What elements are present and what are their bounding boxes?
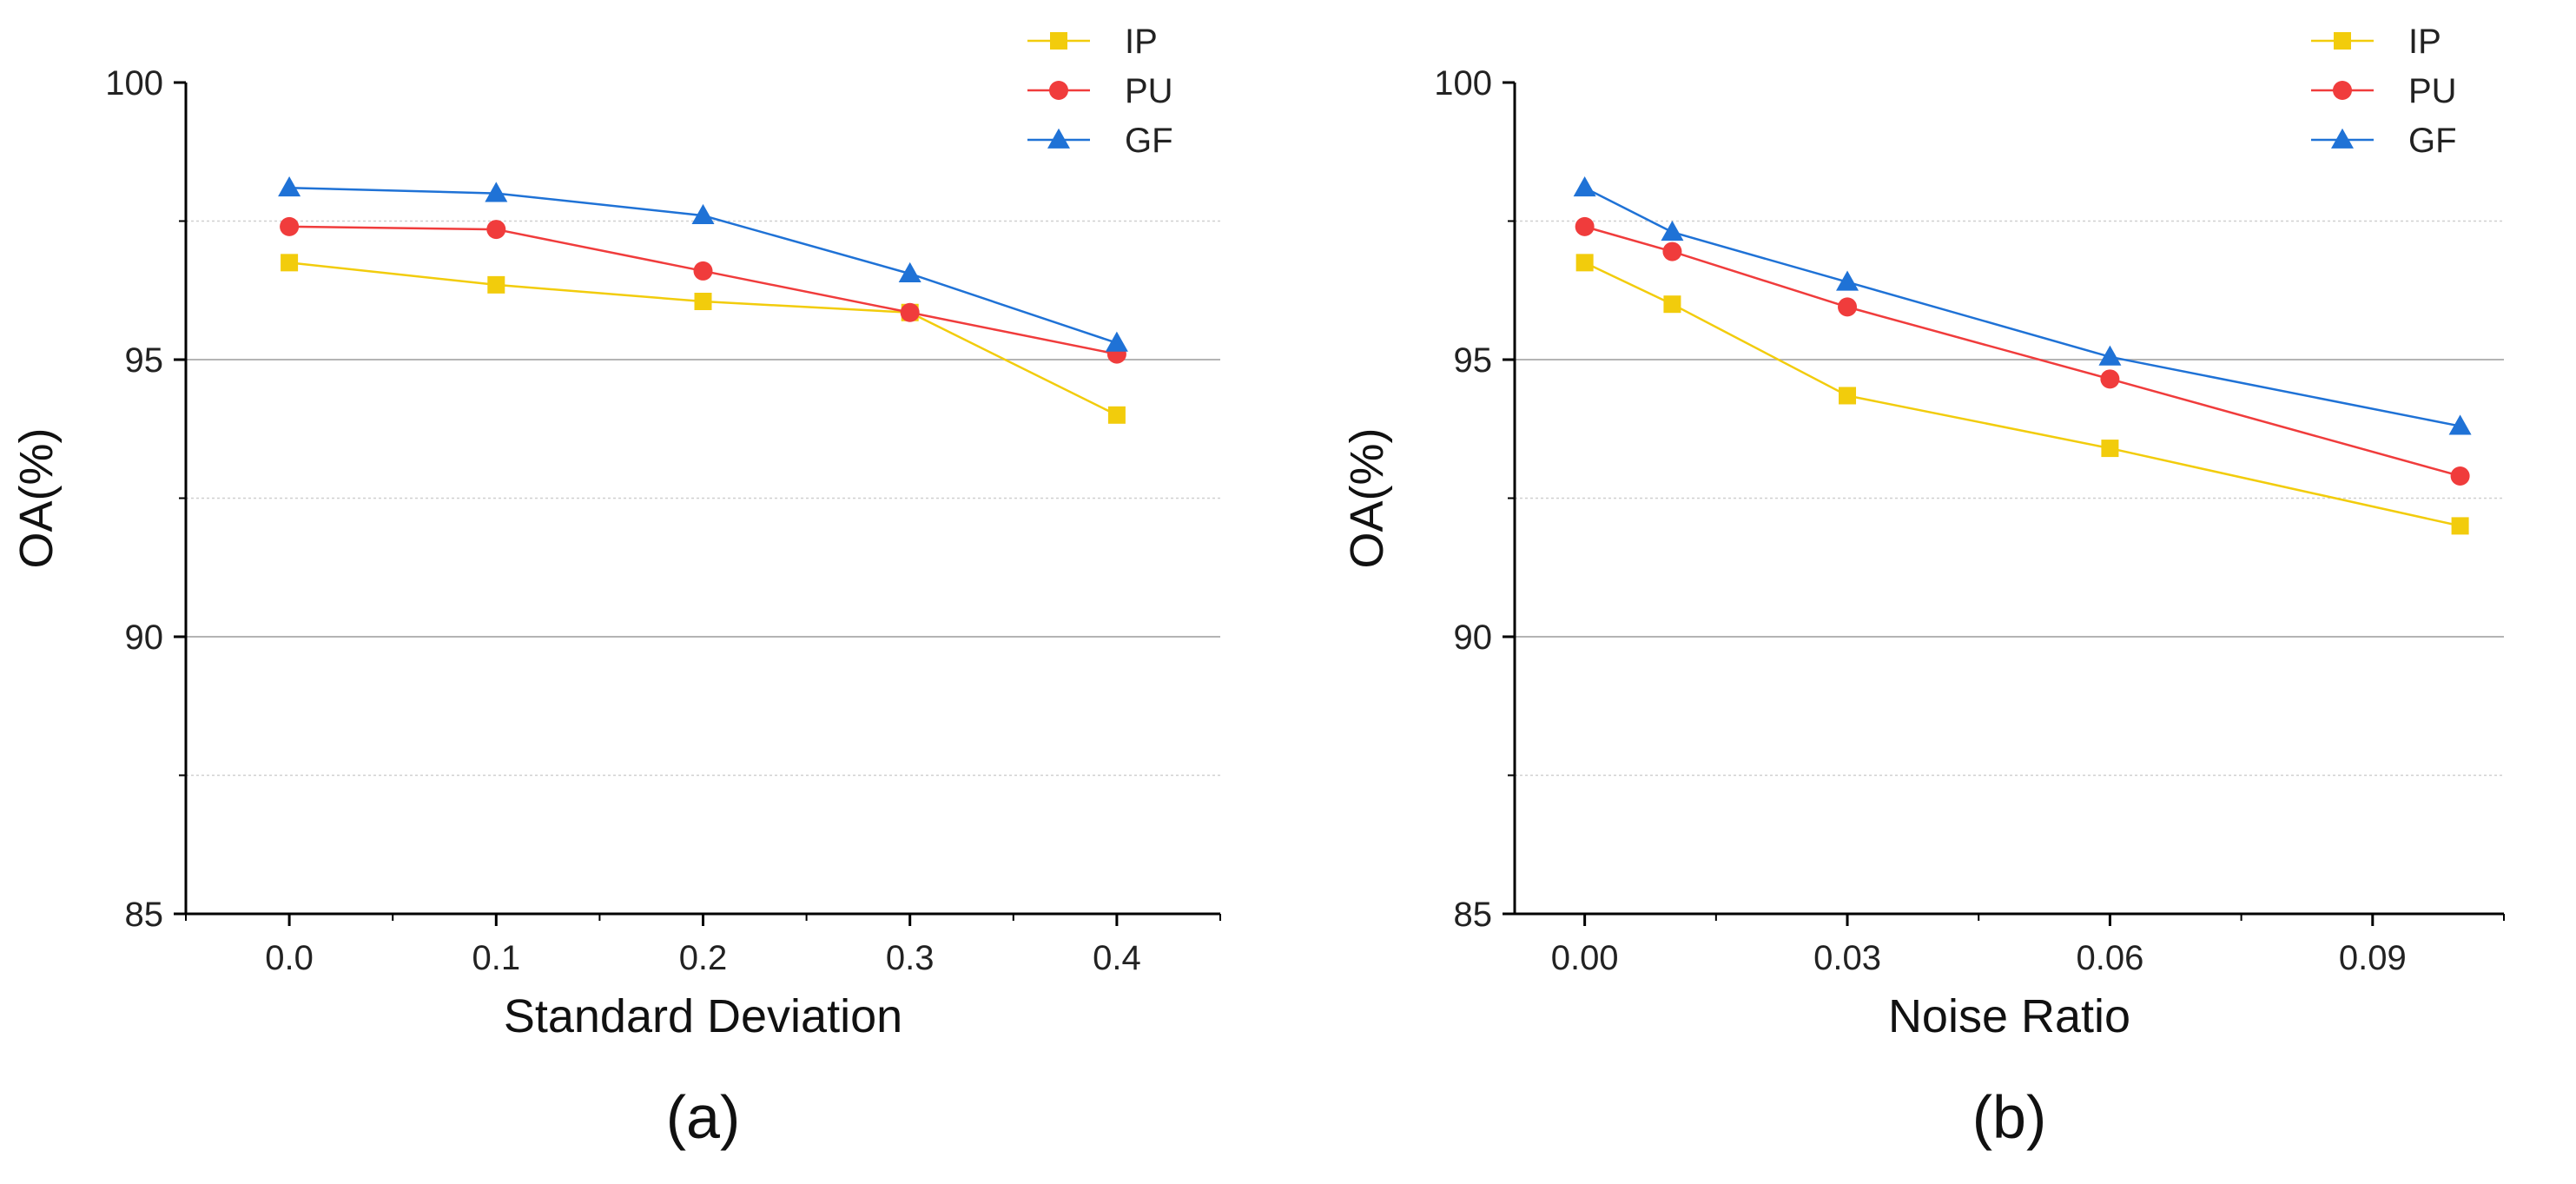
x-tick-label: 0.2 xyxy=(679,939,728,977)
y-tick-label: 95 xyxy=(1454,341,1493,380)
data-point-ip xyxy=(281,254,299,272)
legend-label: PU xyxy=(2408,72,2457,110)
data-point-ip xyxy=(694,293,712,311)
series-line-pu xyxy=(289,225,1118,355)
chart-panel-b: 85 90 95 100 0.00 0.03 0.06 0.09 Noise Ratio OA(%… xyxy=(1341,23,2505,1151)
chart-panel-a: 85 90 95 100 0.0 0.1 0.2 0.3 0.4 Standard Deviati… xyxy=(10,23,1221,1151)
y-axis-title: OA(%) xyxy=(1341,428,1393,569)
data-point-ip xyxy=(2101,440,2119,458)
data-point-gf xyxy=(898,261,921,283)
data-point-ip xyxy=(1575,254,1594,272)
series-gf xyxy=(278,176,1128,352)
y-tick-label: 90 xyxy=(1454,618,1493,657)
legend-entry-ip: IP xyxy=(1027,23,1158,61)
y-tick-label: 85 xyxy=(125,896,164,934)
legend-marker xyxy=(1050,32,1067,50)
legend-label: PU xyxy=(1125,72,1173,110)
legend-label: GF xyxy=(1125,122,1173,160)
data-point-gf xyxy=(1661,221,1684,241)
y-tick-label: 100 xyxy=(105,64,163,103)
series-gf xyxy=(1573,176,2472,435)
legend-marker xyxy=(2331,128,2354,149)
data-point-ip xyxy=(487,275,505,294)
data-point-ip xyxy=(1839,387,1857,405)
series-line-gf xyxy=(1584,187,2460,427)
series-line-ip xyxy=(1584,261,2460,527)
legend: IP PU GF xyxy=(2311,23,2457,160)
y-tick-label: 90 xyxy=(125,618,164,657)
data-point-gf xyxy=(1836,270,1859,291)
data-point-gf xyxy=(691,203,715,225)
x-tick-label: 0.06 xyxy=(2076,939,2143,977)
x-tick-label: 0.1 xyxy=(472,939,520,977)
series-ip xyxy=(281,254,1126,424)
x-tick-label: 0.09 xyxy=(2339,939,2407,977)
legend-label: IP xyxy=(1125,23,1158,61)
legend-marker xyxy=(2334,32,2351,50)
data-point-pu xyxy=(1575,216,1595,236)
legend-entry-gf: GF xyxy=(2311,122,2457,160)
data-point-ip xyxy=(2451,517,2469,535)
y-tick-label: 95 xyxy=(125,341,164,380)
x-tick-label: 0.03 xyxy=(1813,939,1881,977)
y-axis-title: OA(%) xyxy=(10,428,63,569)
series-ip xyxy=(1575,254,2469,535)
legend-marker xyxy=(1047,128,1070,149)
y-tick-label: 100 xyxy=(1434,64,1492,103)
data-point-gf xyxy=(1573,176,1596,197)
data-point-gf xyxy=(2448,414,2472,435)
legend-entry-gf: GF xyxy=(1027,122,1173,160)
series-line-pu xyxy=(1584,225,2460,478)
data-point-ip xyxy=(1663,295,1681,314)
x-tick-label: 0.00 xyxy=(1551,939,1619,977)
legend-entry-pu: PU xyxy=(2311,72,2457,110)
data-point-pu xyxy=(280,216,300,236)
data-point-pu xyxy=(1662,241,1682,261)
x-tick-label: 0.4 xyxy=(1093,939,1141,977)
panel-label: (a) xyxy=(666,1083,741,1151)
data-point-gf xyxy=(2098,345,2122,366)
x-tick-label: 0.0 xyxy=(265,939,314,977)
legend-label: IP xyxy=(2408,23,2441,61)
y-tick-label: 85 xyxy=(1454,896,1493,934)
data-point-ip xyxy=(1107,406,1126,424)
panel-label: (b) xyxy=(1972,1083,2047,1151)
legend-marker xyxy=(2333,81,2352,100)
x-axis-title: Standard Deviation xyxy=(504,990,902,1042)
series-line-ip xyxy=(288,261,1118,416)
data-point-pu xyxy=(900,302,920,322)
x-tick-label: 0.3 xyxy=(886,939,935,977)
legend: IP PU GF xyxy=(1027,23,1173,160)
data-point-pu xyxy=(2450,466,2470,486)
gridlines xyxy=(1515,220,2504,777)
series-pu xyxy=(1575,216,2470,486)
data-point-gf xyxy=(485,182,508,202)
data-point-gf xyxy=(1105,331,1128,352)
data-point-pu xyxy=(1838,297,1858,317)
legend-label: GF xyxy=(2408,122,2457,160)
legend-entry-ip: IP xyxy=(2311,23,2441,61)
series-pu xyxy=(280,216,1126,364)
data-point-gf xyxy=(278,176,301,197)
legend-entry-pu: PU xyxy=(1027,72,1173,110)
legend-marker xyxy=(1049,81,1068,100)
data-point-pu xyxy=(693,261,713,281)
data-point-pu xyxy=(486,220,506,240)
x-axis-title: Noise Ratio xyxy=(1888,990,2130,1042)
data-point-pu xyxy=(2100,369,2120,389)
